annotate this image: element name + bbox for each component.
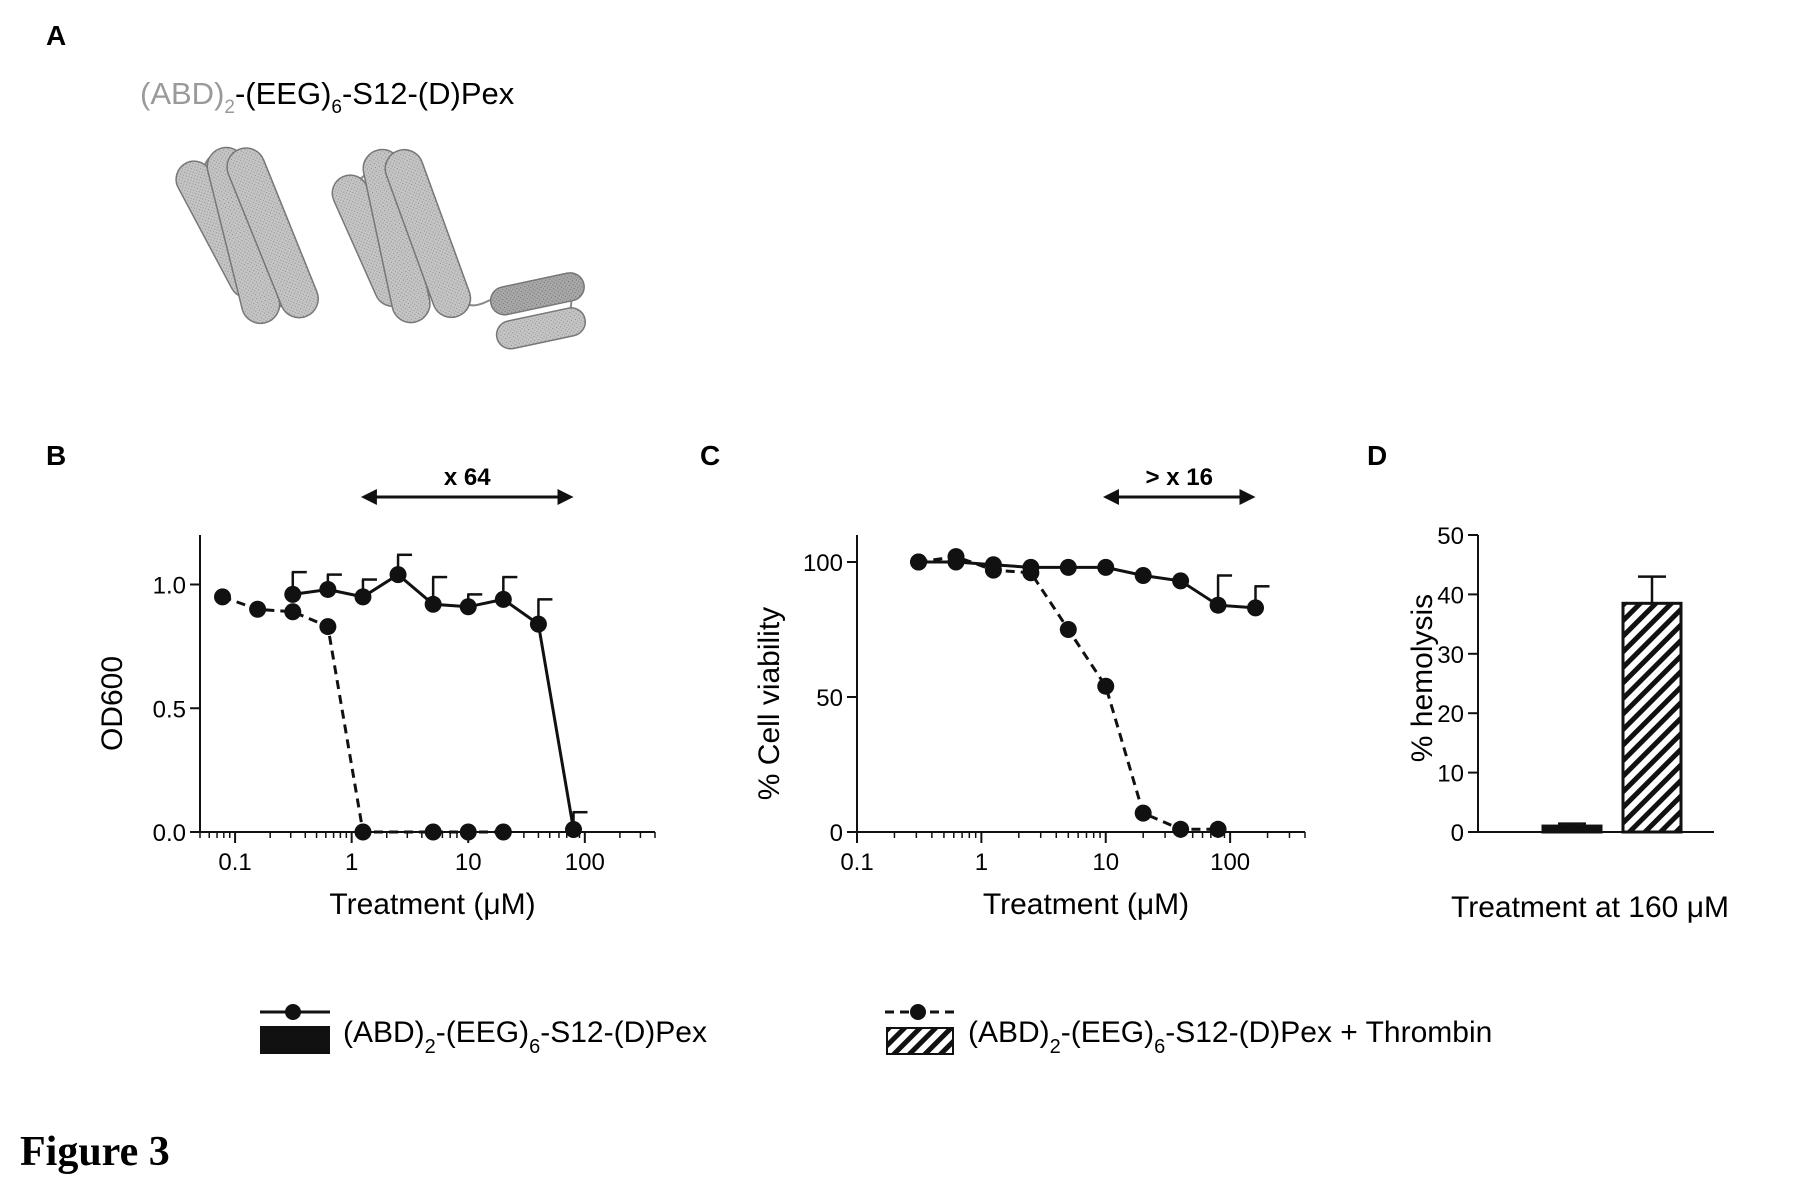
b-data-point xyxy=(284,585,302,603)
legend-swatch-1 xyxy=(260,1004,330,1054)
d-bar xyxy=(1621,601,1683,834)
panel-letter-d: D xyxy=(1367,440,1387,471)
b-data-point xyxy=(354,588,372,606)
c-data-point xyxy=(1247,599,1265,617)
d-ylabel: % hemolysis xyxy=(1406,594,1439,762)
c-data-point xyxy=(1022,564,1040,582)
b-data-point xyxy=(354,823,372,841)
c-data-point xyxy=(1097,677,1115,695)
legend-label-2: (ABD)2-(EEG)6-S12-(D)Pex + Thrombin xyxy=(968,1016,1492,1058)
b-x-tick-label: 0.1 xyxy=(218,849,251,876)
b-data-point xyxy=(284,603,302,621)
b-range-arrow-head-left xyxy=(360,489,377,505)
b-data-point xyxy=(389,566,407,584)
legend-swatch-2 xyxy=(885,1004,955,1055)
c-data-point xyxy=(1209,820,1227,838)
c-range-arrow-head-right xyxy=(1239,489,1256,505)
construct-label: (ABD)2-(EEG)6-S12-(D)Pex xyxy=(140,76,515,118)
c-x-tick-label: 100 xyxy=(1210,849,1250,876)
panel-d-chart: 0 10 20 30 40 50 % hemolysis xyxy=(1406,523,1714,847)
d-y-tick-label: 40 xyxy=(1437,582,1464,609)
construct-label-rest: -S12-(D)Pex xyxy=(342,76,515,111)
legend-label-1: (ABD)2-(EEG)6-S12-(D)Pex xyxy=(343,1016,707,1058)
construct-label-eeg: -(EEG) xyxy=(235,76,331,111)
panel-b-chart: 0.1 1 10 100 0.0 0.5 1.0 Treatment (μM) OD600 xyxy=(96,489,656,921)
c-series-solid-line xyxy=(918,560,1256,610)
protein-cartoon xyxy=(175,146,586,350)
c-range-arrow xyxy=(1102,489,1256,505)
d-y-tick-label: 50 xyxy=(1437,523,1464,550)
b-series-dashed-line xyxy=(222,595,504,834)
b-y-tick-label: 0.5 xyxy=(153,696,186,723)
c-x-tick-label: 10 xyxy=(1092,849,1119,876)
b-xlabel: Treatment (μM) xyxy=(329,888,535,921)
legend: (ABD)2-(EEG)6-S12-(D)Pex (ABD)2-(EEG)6-S… xyxy=(260,1004,1492,1058)
c-series-dashed-line xyxy=(918,555,1219,831)
b-range-arrow-head-right xyxy=(557,489,574,505)
c-y-tick-label: 50 xyxy=(816,685,843,712)
b-data-point xyxy=(424,823,442,841)
b-y-tick-label: 1.0 xyxy=(153,573,186,600)
panel-letter-c: C xyxy=(700,440,720,471)
b-range-arrow xyxy=(360,489,574,505)
b-data-point xyxy=(494,590,512,608)
c-data-point xyxy=(947,548,965,566)
c-data-point xyxy=(1134,804,1152,822)
c-data-point xyxy=(1059,621,1077,638)
construct-label-abd: (ABD) xyxy=(140,76,224,111)
b-x-tick-label: 10 xyxy=(455,849,482,876)
b-ylabel: OD600 xyxy=(96,656,129,751)
d-bar xyxy=(1541,824,1603,834)
b-data-point xyxy=(249,600,267,618)
b-series-solid-line xyxy=(292,572,575,830)
d-y-tick-label: 20 xyxy=(1437,701,1464,728)
b-data-point xyxy=(214,588,232,606)
b-y-tick-label: 0.0 xyxy=(153,820,186,847)
b-data-point xyxy=(459,598,477,616)
panel-c-chart: 0.1 1 10 100 0 50 100 Treatment (μM) % Cell viab… xyxy=(753,489,1306,921)
b-x-tick-label: 100 xyxy=(565,849,605,876)
c-data-point xyxy=(1059,558,1077,576)
construct-label-sub1: 2 xyxy=(224,97,235,118)
d-y-tick-label: 30 xyxy=(1437,642,1464,669)
c-range-arrow-head-left xyxy=(1102,489,1119,505)
c-data-point xyxy=(1134,567,1152,584)
b-data-point xyxy=(459,823,477,841)
c-x-tick-label: 1 xyxy=(975,849,988,876)
d-y-tick-label: 10 xyxy=(1437,761,1464,788)
b-data-point xyxy=(319,618,337,636)
c-data-point xyxy=(1172,572,1190,590)
b-data-point xyxy=(565,821,583,839)
c-data-point xyxy=(984,561,1002,579)
panel-letter-b: B xyxy=(46,440,66,471)
b-data-point xyxy=(424,595,442,613)
d-y-tick-label: 0 xyxy=(1451,820,1464,847)
panel-letter-a: A xyxy=(46,20,66,51)
arrow-label-b: x 64 xyxy=(444,464,491,491)
c-y-tick-label: 0 xyxy=(830,820,843,847)
c-data-point xyxy=(910,553,928,571)
c-y-tick-label: 100 xyxy=(803,550,843,577)
b-x-tick-label: 1 xyxy=(345,849,358,876)
b-data-point xyxy=(529,615,547,633)
c-data-point xyxy=(1209,596,1227,614)
figure-title: Figure 3 xyxy=(20,1129,170,1175)
c-xlabel: Treatment (μM) xyxy=(983,888,1189,921)
c-ylabel: % Cell viability xyxy=(753,607,786,800)
construct-label-sub2: 6 xyxy=(331,97,342,118)
c-x-tick-label: 0.1 xyxy=(840,849,873,876)
c-data-point xyxy=(1097,558,1115,576)
arrow-label-c: > x 16 xyxy=(1146,464,1213,491)
panel-d-xlabel: Treatment at 160 μM xyxy=(1451,891,1729,924)
b-data-point xyxy=(319,580,337,598)
c-data-point xyxy=(1172,820,1190,838)
b-data-point xyxy=(494,823,512,841)
